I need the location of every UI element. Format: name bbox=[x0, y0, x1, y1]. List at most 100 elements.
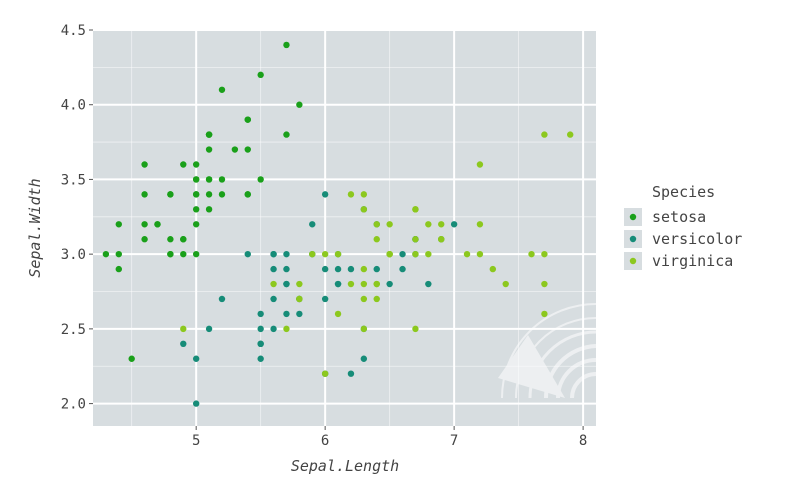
virginica-point bbox=[334, 250, 342, 258]
versicolor-point bbox=[347, 265, 355, 273]
virginica-point bbox=[489, 265, 497, 273]
setosa-point bbox=[192, 191, 200, 198]
legend: Species setosa versicolor virginica bbox=[624, 183, 742, 270]
setosa-point bbox=[205, 146, 213, 153]
virginica-point bbox=[528, 250, 535, 258]
versicolor-point bbox=[192, 355, 200, 362]
setosa-point bbox=[180, 161, 187, 168]
setosa-point bbox=[231, 146, 239, 153]
virginica-point bbox=[476, 221, 484, 228]
virginica-point bbox=[541, 310, 548, 318]
legend-key-setosa bbox=[629, 213, 637, 221]
versicolor-point bbox=[270, 265, 277, 273]
y-tick-label: 2.5 bbox=[61, 322, 86, 338]
virginica-point bbox=[412, 250, 419, 258]
virginica-point bbox=[373, 280, 380, 288]
setosa-point bbox=[283, 41, 290, 49]
setosa-point bbox=[167, 191, 174, 198]
virginica-point bbox=[386, 250, 393, 258]
versicolor-point bbox=[321, 191, 329, 198]
virginica-point bbox=[347, 191, 355, 198]
virginica-point bbox=[321, 250, 329, 258]
versicolor-point bbox=[399, 250, 406, 258]
virginica-point bbox=[360, 265, 368, 273]
setosa-point bbox=[141, 236, 148, 243]
x-axis-ticks: 5 6 7 8 bbox=[192, 426, 587, 449]
versicolor-point bbox=[399, 265, 406, 273]
x-tick-label: 6 bbox=[321, 433, 329, 449]
versicolor-point bbox=[360, 355, 368, 362]
legend-key-virginica bbox=[629, 257, 637, 265]
setosa-point bbox=[218, 191, 226, 198]
virginica-point bbox=[476, 250, 484, 258]
virginica-point bbox=[321, 370, 329, 377]
setosa-point bbox=[167, 236, 174, 243]
versicolor-point bbox=[321, 295, 329, 303]
virginica-point bbox=[373, 221, 380, 228]
virginica-point bbox=[541, 131, 548, 138]
versicolor-point bbox=[192, 400, 200, 407]
y-axis-ticks: 2.0 2.5 3.0 3.5 4.0 4.5 bbox=[61, 23, 93, 413]
virginica-point bbox=[412, 206, 419, 213]
versicolor-point bbox=[425, 280, 432, 288]
setosa-point bbox=[296, 101, 303, 108]
virginica-point bbox=[541, 250, 548, 258]
data-points bbox=[102, 41, 574, 407]
y-tick-label: 4.0 bbox=[61, 98, 86, 114]
setosa-point bbox=[205, 131, 213, 138]
virginica-point bbox=[334, 310, 342, 318]
versicolor-point bbox=[270, 325, 277, 333]
versicolor-point bbox=[257, 325, 264, 333]
virginica-point bbox=[476, 161, 484, 168]
versicolor-point bbox=[270, 250, 277, 258]
setosa-point bbox=[115, 221, 122, 228]
setosa-point bbox=[205, 176, 213, 183]
setosa-point bbox=[192, 161, 200, 168]
virginica-point bbox=[425, 250, 432, 258]
y-tick-label: 3.5 bbox=[61, 172, 86, 188]
virginica-point bbox=[386, 221, 393, 228]
versicolor-point bbox=[283, 280, 290, 288]
versicolor-point bbox=[283, 265, 290, 273]
legend-label-virginica: virginica bbox=[652, 252, 733, 270]
versicolor-point bbox=[270, 295, 277, 303]
setosa-point bbox=[180, 250, 187, 258]
x-axis-title: Sepal.Length bbox=[291, 457, 399, 475]
y-tick-label: 2.0 bbox=[61, 397, 86, 413]
x-tick-label: 7 bbox=[450, 433, 458, 449]
virginica-point bbox=[360, 280, 368, 288]
setosa-point bbox=[205, 206, 213, 213]
virginica-point bbox=[425, 221, 432, 228]
setosa-point bbox=[257, 176, 264, 183]
setosa-point bbox=[192, 206, 200, 213]
setosa-point bbox=[192, 250, 200, 258]
versicolor-point bbox=[205, 325, 213, 333]
setosa-point bbox=[167, 250, 174, 258]
versicolor-point bbox=[321, 265, 329, 273]
virginica-point bbox=[180, 325, 187, 333]
x-tick-label: 8 bbox=[579, 433, 587, 449]
setosa-point bbox=[141, 191, 148, 198]
setosa-point bbox=[205, 191, 213, 198]
virginica-point bbox=[412, 325, 419, 333]
setosa-point bbox=[244, 191, 251, 198]
minor-grid bbox=[93, 30, 596, 426]
virginica-point bbox=[567, 131, 574, 138]
legend-title: Species bbox=[652, 183, 715, 201]
versicolor-point bbox=[347, 370, 355, 377]
setosa-point bbox=[128, 355, 135, 362]
setosa-point bbox=[102, 250, 110, 258]
setosa-point bbox=[141, 161, 148, 168]
virginica-point bbox=[270, 280, 277, 288]
setosa-point bbox=[244, 146, 251, 153]
y-axis-title: Sepal.Width bbox=[26, 178, 44, 277]
versicolor-point bbox=[334, 280, 342, 288]
virginica-point bbox=[309, 250, 316, 258]
virginica-point bbox=[373, 236, 380, 243]
versicolor-point bbox=[309, 221, 316, 228]
virginica-point bbox=[360, 295, 368, 303]
setosa-point bbox=[154, 221, 161, 228]
virginica-point bbox=[296, 280, 303, 288]
y-tick-label: 4.5 bbox=[61, 23, 86, 39]
